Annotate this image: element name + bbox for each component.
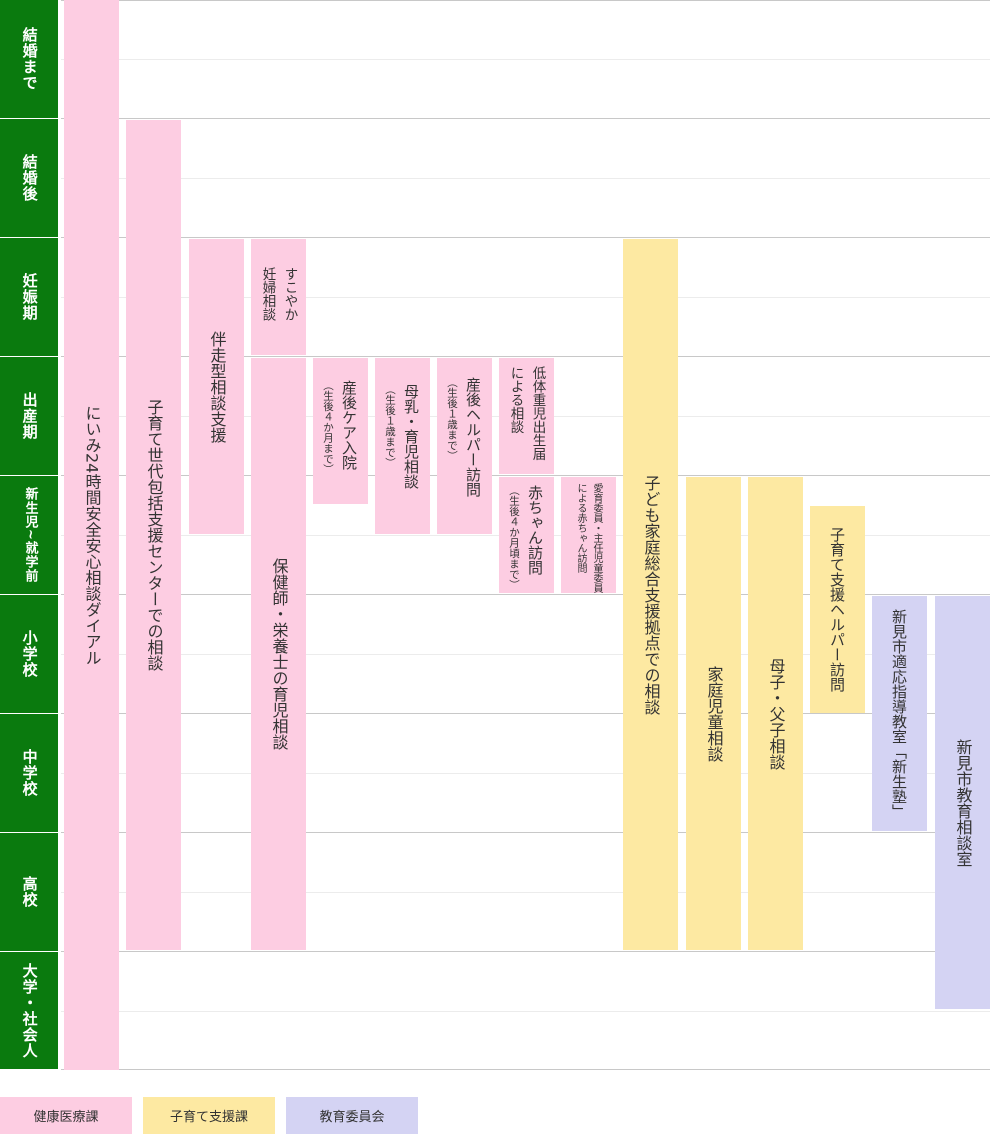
service-24h-dial: にいみ24時間安全安心相談ダイアル	[64, 0, 119, 1070]
service-note: （生後１歳まで）	[384, 384, 396, 468]
service-banso-support: 伴走型相談支援	[189, 239, 244, 534]
service-support-center: 子育て世代包括支援センターでの相談	[126, 120, 181, 950]
legend-label: 健康医療課	[33, 1110, 99, 1125]
stage-label: 新生児~就学前	[22, 487, 38, 583]
service-education-consultation: 新見市教育相談室	[935, 596, 990, 1009]
service-low-birth-weight: 低体重児出生届 による相談	[499, 358, 554, 474]
service-label: 子ども家庭総合支援拠点での相談	[641, 474, 661, 715]
grid-line	[58, 118, 990, 119]
stage-newborn-preschool: 新生児~就学前	[0, 476, 58, 595]
stage-birth: 出産期	[0, 357, 58, 476]
service-adaptation-classroom: 新見市適応指導教室「新生塾」	[872, 596, 927, 831]
stage-label: 結婚後	[20, 154, 39, 202]
service-volunteer-baby-visit: 愛育委員・主任児童委員 による赤ちゃん訪問	[561, 477, 616, 593]
stage-label: 中学校	[20, 749, 39, 797]
service-label: 産後ヘルパー訪問	[464, 377, 482, 497]
service-label: 母子・父子相談	[766, 657, 786, 770]
grid-line	[58, 237, 990, 238]
grid-subline	[58, 654, 990, 655]
service-label-line: 愛育委員・主任児童委員	[591, 483, 602, 593]
service-note: （生後４か月まで）	[322, 380, 334, 475]
grid-line	[58, 951, 990, 952]
grid-line	[58, 1069, 990, 1070]
service-sukoyaka-consultation: すこやか 妊婦相談	[251, 239, 306, 355]
service-postpartum-helper: 産後ヘルパー訪問 （生後１歳まで）	[437, 358, 492, 534]
service-label: 子育て支援ヘルパー訪問	[828, 527, 846, 692]
service-nurse-nutritionist: 保健師・栄養士の育児相談	[251, 358, 306, 950]
service-label: 子育て世代包括支援センターでの相談	[144, 399, 164, 671]
service-label: 赤ちゃん訪問	[526, 485, 544, 575]
stage-label: 大学・社会人	[20, 962, 39, 1059]
service-label-line: すこやか	[281, 267, 298, 321]
service-label: 家庭児童相談	[704, 665, 724, 762]
grid-subline	[58, 773, 990, 774]
stage-label: 高校	[20, 876, 39, 908]
service-label-line: による相談	[507, 366, 524, 434]
grid-line	[58, 356, 990, 357]
service-note: （生後４か月頃まで）	[508, 485, 520, 590]
legend-label: 教育委員会	[319, 1110, 385, 1125]
service-label: 新見市教育相談室	[953, 738, 973, 867]
service-label: 母乳・育児相談	[402, 384, 420, 489]
grid-line	[58, 0, 990, 1]
grid-line	[58, 832, 990, 833]
service-timeline-chart: 結婚まで 結婚後 妊娠期 出産期 新生児~就学前 小学校 中学校 高校 大学・社…	[0, 0, 990, 1070]
service-label: にいみ24時間安全安心相談ダイアル	[82, 404, 102, 666]
service-note: （生後１歳まで）	[446, 377, 458, 461]
stage-after-marriage: 結婚後	[0, 119, 58, 238]
stage-junior-high: 中学校	[0, 714, 58, 833]
service-label: 伴走型相談支援	[207, 330, 227, 443]
service-label: 産後ケア入院	[340, 380, 358, 470]
service-childcare-helper: 子育て支援ヘルパー訪問	[810, 506, 865, 713]
legend-education: 教育委員会	[286, 1097, 418, 1134]
stage-label: 小学校	[20, 630, 39, 678]
stage-elementary: 小学校	[0, 595, 58, 714]
grid-line	[58, 475, 990, 476]
legend-label: 子育て支援課	[169, 1110, 248, 1125]
grid-subline	[58, 1011, 990, 1012]
service-label: 新見市適応指導教室「新生塾」	[890, 608, 908, 819]
grid-line	[58, 713, 990, 714]
stage-before-marriage: 結婚まで	[0, 0, 58, 119]
grid-subline	[58, 178, 990, 179]
column-separator	[58, 0, 61, 1070]
stage-university-adult: 大学・社会人	[0, 952, 58, 1070]
service-label: 保健師・栄養士の育児相談	[269, 558, 289, 750]
stage-label: 妊娠期	[20, 273, 39, 321]
stage-label: 出産期	[20, 392, 39, 440]
service-family-child-consultation: 家庭児童相談	[686, 477, 741, 950]
service-label-line: 妊婦相談	[259, 267, 276, 321]
grid-subline	[58, 297, 990, 298]
grid-subline	[58, 892, 990, 893]
legend-childcare: 子育て支援課	[143, 1097, 275, 1134]
service-breastfeeding: 母乳・育児相談 （生後１歳まで）	[375, 358, 430, 534]
legend-health: 健康医療課	[0, 1097, 132, 1134]
grid-subline	[58, 59, 990, 60]
stage-pregnancy: 妊娠期	[0, 238, 58, 357]
service-postpartum-care: 産後ケア入院 （生後４か月まで）	[313, 358, 368, 504]
stage-high-school: 高校	[0, 833, 58, 952]
service-baby-visit: 赤ちゃん訪問 （生後４か月頃まで）	[499, 477, 554, 593]
service-label-line: による赤ちゃん訪問	[575, 483, 586, 573]
service-child-family-hub: 子ども家庭総合支援拠点での相談	[623, 239, 678, 950]
service-single-parent-consultation: 母子・父子相談	[748, 477, 803, 950]
grid-line	[58, 594, 990, 595]
service-label-line: 低体重児出生届	[529, 366, 546, 461]
stage-label: 結婚まで	[20, 27, 39, 91]
